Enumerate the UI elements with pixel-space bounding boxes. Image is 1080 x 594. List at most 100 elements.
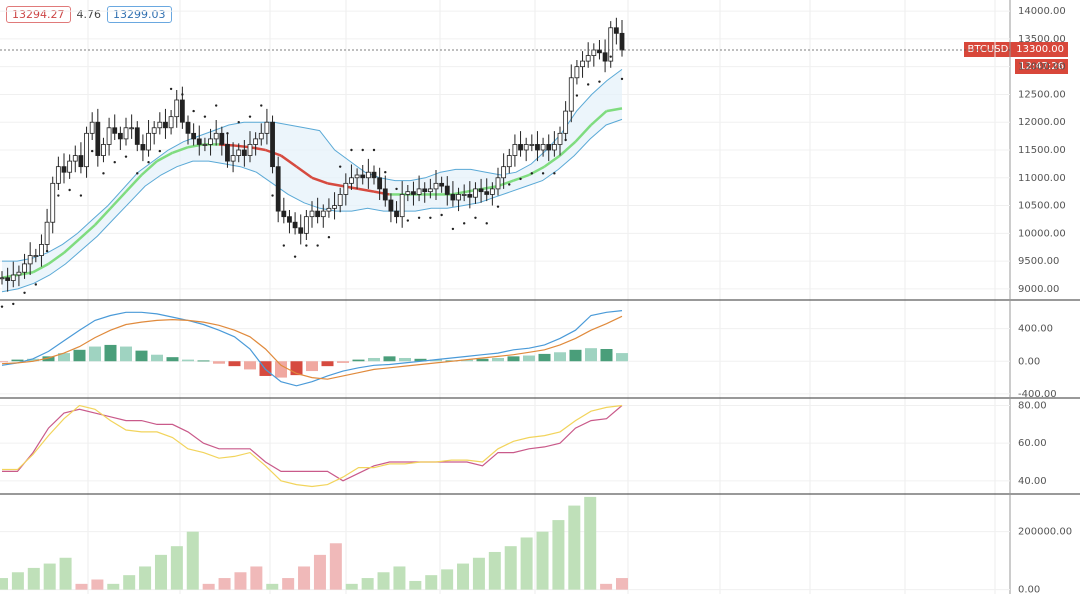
candle-body [10,274,16,281]
volume-bar [59,557,72,590]
candle-body [484,191,490,195]
candle-body [39,244,44,256]
candle-body [168,116,174,129]
candle-body [416,188,422,195]
y-tick-label: 12500.00 [1018,89,1066,100]
candle-body [365,171,371,179]
moving-average-segment [187,143,204,149]
last-price-label: 13300.00 [1012,42,1068,57]
candle-body [461,194,467,196]
sar-dot [530,172,534,175]
volume-bar [250,566,263,590]
macd-histogram-bar [569,349,582,362]
volume-bar [154,554,167,590]
volume-bar [27,567,40,590]
candle-body [399,194,405,218]
macd-histogram-bar [228,361,241,367]
sar-dot [316,244,319,247]
candle-body [196,138,202,145]
volume-bar [616,578,628,590]
candle-body [332,205,337,209]
candle-body [337,194,343,206]
macd-histogram-bar [414,358,427,362]
moving-average-segment [559,140,577,157]
moving-average-segment [574,124,592,143]
volume-bar [202,583,215,590]
volume-bar [361,578,374,590]
macd-histogram-bar [0,361,8,363]
volume-bar [282,578,295,590]
y-tick-label: 11500.00 [1018,145,1066,156]
y-tick-label: 12000.00 [1018,117,1066,128]
candle-body [157,121,163,129]
macd-histogram-bar [151,354,163,362]
macd-histogram-bar [616,353,628,362]
candle-body [450,194,456,201]
candle-body [439,182,445,187]
volume-bar [218,578,231,590]
macd-histogram-bar [476,358,489,362]
candle-body [208,138,213,145]
moving-average-segment [156,151,174,163]
y-tick-label: 200000.00 [1018,527,1072,538]
candle-body [219,132,225,145]
candle-body [270,121,275,168]
candle-body [264,121,270,134]
y-tick-label: 9500.00 [1018,256,1059,267]
moving-average-segment [295,165,313,179]
sar-dot [12,302,15,306]
candle-body [489,188,495,195]
sar-dot [406,219,410,222]
candle-body [22,263,27,273]
y-tick-label: 13000.00 [1018,62,1066,73]
macd-histogram-bar [166,357,179,362]
candle-body [253,138,259,145]
candle-body [529,144,535,146]
candle-body [151,127,157,134]
candle-body [546,144,552,151]
moving-average-segment [78,224,96,240]
candle-body [247,144,253,156]
candle-body [580,60,585,68]
macd-histogram-bar [352,359,365,362]
sar-dot [102,172,105,175]
volume-bar [441,569,454,590]
sar-dot [203,115,207,118]
candle-body [134,127,140,145]
moving-average-segment [234,144,251,149]
candle-body [382,188,388,201]
macd-histogram-bar [321,361,334,367]
sar-dot [192,109,195,113]
sar-dot [620,77,624,81]
moving-average-segment [32,262,50,274]
volume-bar [170,546,183,590]
candle-body [258,132,264,140]
macd-histogram-bar [104,344,117,362]
candle-body [495,177,501,190]
candle-body [230,155,236,162]
candle-body [326,207,332,212]
macd-histogram-bar [58,353,70,362]
macd-histogram-bar [306,361,318,372]
sar-dot [586,83,590,86]
macd-line [1,310,623,387]
volume-bar [552,520,565,590]
sar-dot [553,172,556,175]
candle-body [72,155,78,162]
candle-body [585,55,591,62]
volume-bar [298,566,311,590]
y-tick-label: 60.00 [1018,438,1047,449]
candle-body [146,132,151,151]
moving-average-segment [327,182,344,188]
macd-histogram-bar [492,357,504,362]
sar-dot [113,161,116,164]
sar-dot [271,194,274,197]
candle-body [287,216,292,223]
candle-body [303,216,309,234]
sar-dot [181,93,184,96]
volume-bar [377,572,390,590]
candle-body [613,27,619,34]
candle-body [67,160,73,173]
volume-bar [91,579,104,590]
